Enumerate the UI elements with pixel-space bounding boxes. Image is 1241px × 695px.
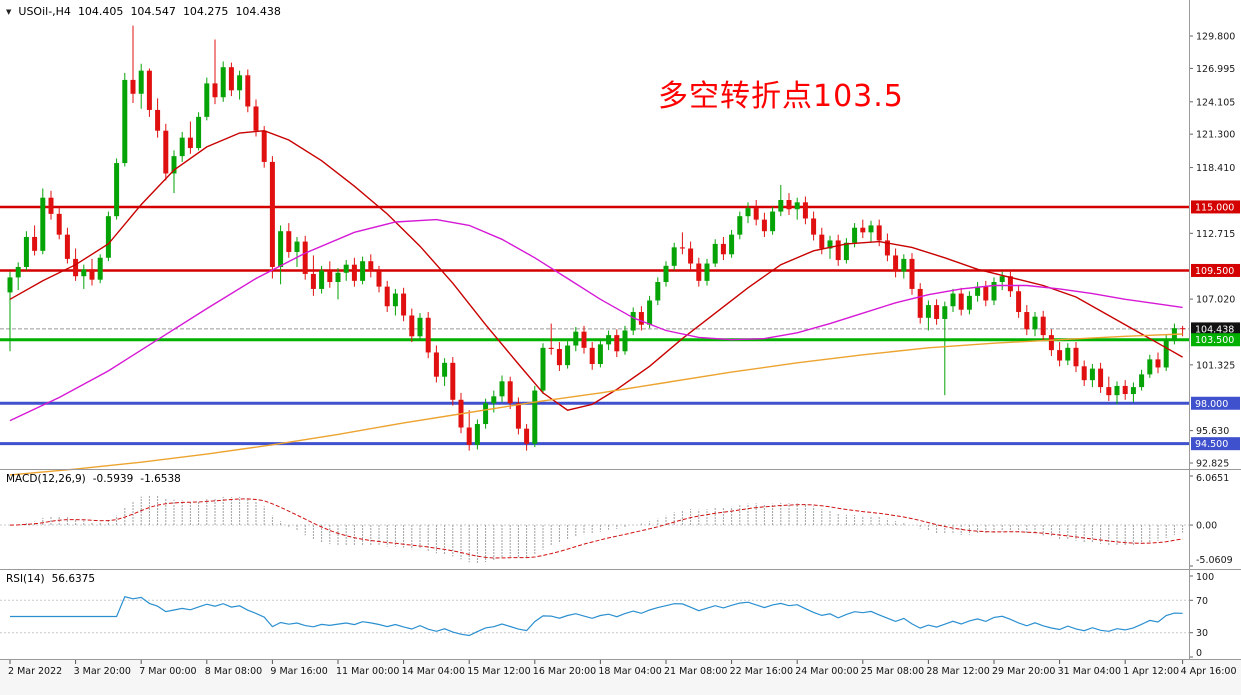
svg-text:3 Mar 20:00: 3 Mar 20:00: [74, 666, 131, 677]
svg-text:29 Mar 20:00: 29 Mar 20:00: [992, 666, 1055, 677]
svg-text:21 Mar 08:00: 21 Mar 08:00: [664, 666, 727, 677]
svg-text:8 Mar 08:00: 8 Mar 08:00: [205, 666, 262, 677]
macd-main-value: -0.5939: [92, 473, 134, 485]
axis-badge: [1191, 322, 1240, 336]
svg-text:104.438: 104.438: [1195, 324, 1234, 335]
svg-text:4 Apr 16:00: 4 Apr 16:00: [1181, 666, 1237, 677]
svg-text:101.325: 101.325: [1196, 360, 1235, 371]
svg-text:118.410: 118.410: [1196, 163, 1235, 174]
svg-text:103.500: 103.500: [1195, 335, 1234, 346]
svg-text:112.715: 112.715: [1196, 229, 1235, 240]
svg-text:0.00: 0.00: [1196, 521, 1217, 532]
collapse-icon[interactable]: ▼: [6, 7, 12, 16]
macd-signal-line: [9, 498, 1183, 559]
macd-signal-value: -1.6538: [140, 473, 181, 485]
rsi-header: RSI(14) 56.6375: [6, 573, 95, 585]
svg-text:28 Mar 12:00: 28 Mar 12:00: [926, 666, 989, 677]
close-value: 104.438: [235, 5, 281, 18]
svg-text:14 Mar 04:00: 14 Mar 04:00: [402, 666, 465, 677]
svg-text:121.300: 121.300: [1196, 130, 1235, 141]
candles-layer: [7, 25, 1186, 451]
svg-text:9 Mar 16:00: 9 Mar 16:00: [270, 666, 327, 677]
open-value: 104.405: [77, 5, 124, 18]
rsi-line: [10, 595, 1183, 637]
rsi-title: RSI(14): [6, 573, 45, 585]
svg-text:1 Apr 12:00: 1 Apr 12:00: [1123, 666, 1179, 677]
svg-text:16 Mar 20:00: 16 Mar 20:00: [533, 666, 596, 677]
macd-histogram: [17, 495, 1184, 564]
svg-text:100: 100: [1196, 572, 1214, 583]
ma-mid-line: [9, 218, 1183, 422]
svg-text:107.020: 107.020: [1196, 295, 1235, 306]
axis-badge: [1191, 263, 1240, 277]
rsi-value: 56.6375: [51, 573, 96, 585]
symbol-timeframe-label: USOil-,H4: [18, 5, 71, 18]
time-axis[interactable]: [0, 660, 1241, 695]
chart-header: ▼ USOil-,H4 104.405 104.547 104.275 104.…: [6, 5, 281, 18]
svg-text:22 Mar 16:00: 22 Mar 16:00: [730, 666, 793, 677]
svg-text:124.105: 124.105: [1196, 97, 1235, 108]
svg-text:31 Mar 04:00: 31 Mar 04:00: [1058, 666, 1121, 677]
ma-slow-line: [9, 333, 1183, 476]
horizontal-lines-layer[interactable]: [0, 205, 1190, 446]
high-value: 104.547: [130, 5, 176, 18]
svg-text:11 Mar 00:00: 11 Mar 00:00: [336, 666, 399, 677]
svg-text:115.000: 115.000: [1195, 202, 1234, 213]
axis-badge: [1191, 396, 1240, 410]
svg-text:94.500: 94.500: [1195, 439, 1228, 450]
svg-text:24 Mar 00:00: 24 Mar 00:00: [795, 666, 858, 677]
svg-text:109.500: 109.500: [1195, 266, 1234, 277]
svg-text:30: 30: [1196, 628, 1208, 639]
axis-badge: [1191, 200, 1240, 214]
svg-text:95.630: 95.630: [1196, 426, 1229, 437]
svg-text:98.000: 98.000: [1195, 399, 1228, 410]
svg-text:25 Mar 08:00: 25 Mar 08:00: [861, 666, 924, 677]
svg-text:-5.0609: -5.0609: [1196, 555, 1233, 566]
svg-text:7 Mar 00:00: 7 Mar 00:00: [139, 666, 196, 677]
svg-text:129.800: 129.800: [1196, 32, 1235, 43]
svg-text:92.825: 92.825: [1196, 459, 1229, 470]
svg-text:15 Mar 12:00: 15 Mar 12:00: [467, 666, 530, 677]
ma-fast-line: [9, 129, 1183, 411]
axis-badge: [1191, 437, 1240, 451]
macd-title: MACD(12,26,9): [6, 473, 86, 485]
macd-header: MACD(12,26,9) -0.5939 -1.6538: [6, 473, 181, 485]
axis-badge: [1191, 333, 1240, 347]
time-labels: 2 Mar 2022 3 Mar 20:00 7 Mar 00:00 8 Mar 08…: [8, 660, 1237, 677]
svg-text:18 Mar 04:00: 18 Mar 04:00: [598, 666, 661, 677]
svg-text:2 Mar 2022: 2 Mar 2022: [8, 666, 62, 677]
svg-text:70: 70: [1196, 596, 1208, 607]
low-value: 104.275: [182, 5, 229, 18]
svg-text:6.0651: 6.0651: [1196, 473, 1229, 484]
svg-text:0: 0: [1196, 648, 1202, 659]
svg-text:126.995: 126.995: [1196, 64, 1235, 75]
annotation-text: 多空转折点103.5: [658, 79, 904, 114]
